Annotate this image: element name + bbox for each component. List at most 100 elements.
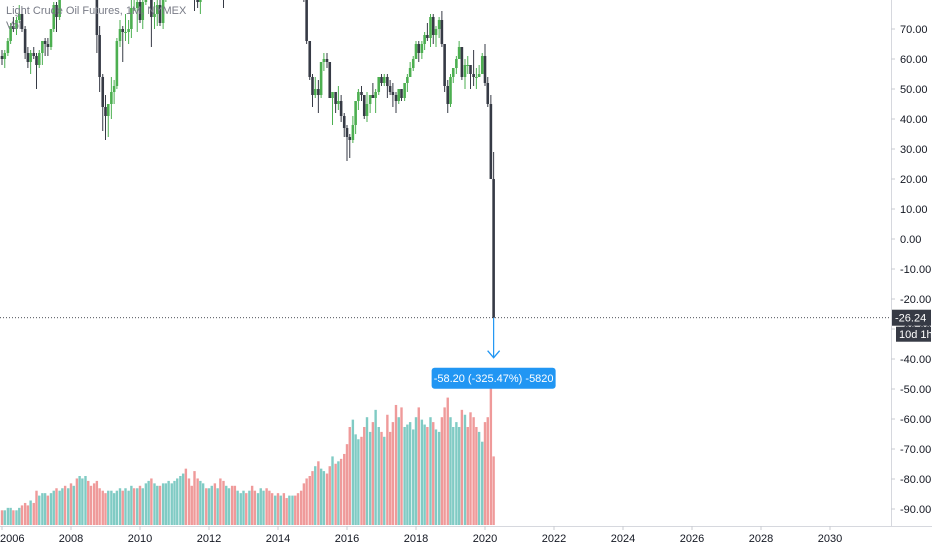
candle-body[interactable]: [20, 14, 24, 29]
candle-body[interactable]: [342, 116, 346, 128]
candle-body[interactable]: [492, 179, 495, 318]
candle-body[interactable]: [337, 101, 340, 104]
candle-body[interactable]: [9, 26, 12, 41]
candle-body[interactable]: [339, 101, 343, 116]
candle-body[interactable]: [382, 77, 386, 83]
candle-body[interactable]: [325, 59, 329, 62]
candle-body[interactable]: [420, 44, 424, 53]
candle-body[interactable]: [308, 41, 312, 77]
candle-body[interactable]: [480, 56, 484, 74]
candle-body[interactable]: [319, 62, 323, 95]
candle-body[interactable]: [17, 14, 21, 20]
candle-body[interactable]: [449, 77, 452, 104]
candle-body[interactable]: [451, 68, 455, 77]
candle-body[interactable]: [348, 137, 352, 140]
candle-body[interactable]: [98, 35, 101, 77]
time-axis[interactable]: [0, 526, 932, 550]
candle-body[interactable]: [322, 59, 326, 62]
price-axis[interactable]: [891, 0, 932, 526]
candle-body[interactable]: [313, 89, 317, 95]
candle-body[interactable]: [311, 77, 314, 95]
candle-body[interactable]: [49, 29, 53, 47]
candle-body[interactable]: [386, 77, 389, 86]
candle-body[interactable]: [132, 8, 136, 9]
candle-body[interactable]: [6, 41, 10, 53]
candle-body[interactable]: [431, 17, 435, 35]
candle-body[interactable]: [365, 104, 369, 116]
candle-body[interactable]: [477, 74, 481, 77]
candle-body[interactable]: [58, 0, 61, 17]
candle-body[interactable]: [368, 95, 372, 104]
candle-body[interactable]: [334, 92, 337, 104]
candle-body[interactable]: [446, 86, 450, 104]
candle-body[interactable]: [23, 29, 27, 53]
candle-body[interactable]: [466, 65, 470, 66]
candle-body[interactable]: [46, 44, 50, 47]
candle-body[interactable]: [331, 92, 334, 98]
candle-body[interactable]: [135, 2, 139, 8]
candle-body[interactable]: [124, 32, 127, 33]
candle-body[interactable]: [408, 68, 412, 77]
candle-body[interactable]: [150, 0, 153, 17]
candle-body[interactable]: [110, 92, 113, 104]
candle-body[interactable]: [440, 20, 444, 44]
candle-body[interactable]: [121, 29, 125, 32]
candle-body[interactable]: [377, 77, 381, 92]
candle-body[interactable]: [35, 56, 38, 65]
candle-body[interactable]: [374, 92, 377, 98]
candle-body[interactable]: [161, 0, 165, 23]
candle-body[interactable]: [469, 65, 472, 74]
candle-body[interactable]: [362, 95, 366, 116]
candle-body[interactable]: [196, 0, 199, 2]
candle-body[interactable]: [345, 128, 349, 137]
candle-body[interactable]: [127, 29, 130, 32]
candle-body[interactable]: [400, 89, 403, 98]
candle-body[interactable]: [95, 0, 99, 35]
candle-body[interactable]: [158, 5, 162, 23]
candle-body[interactable]: [37, 53, 41, 65]
candle-body[interactable]: [394, 95, 398, 101]
candle-body[interactable]: [457, 47, 461, 59]
candle-body[interactable]: [15, 20, 18, 29]
candle-body[interactable]: [32, 53, 36, 56]
candle-body[interactable]: [55, 5, 58, 17]
candle-body[interactable]: [486, 83, 490, 104]
candle-body[interactable]: [3, 53, 7, 59]
candle-body[interactable]: [429, 17, 432, 38]
candle-body[interactable]: [414, 44, 418, 59]
candle-body[interactable]: [138, 2, 142, 20]
candle-body[interactable]: [101, 77, 105, 107]
candle-body[interactable]: [426, 35, 429, 38]
candle-body[interactable]: [52, 5, 56, 29]
candle-body[interactable]: [328, 62, 332, 98]
measure-badge[interactable]: [431, 367, 556, 389]
candle-body[interactable]: [388, 86, 392, 92]
candle-body[interactable]: [43, 41, 47, 44]
candle-body[interactable]: [41, 41, 44, 53]
candle-body[interactable]: [115, 41, 119, 86]
candle-body[interactable]: [455, 59, 458, 68]
candle-body[interactable]: [104, 107, 107, 116]
candle-body[interactable]: [144, 0, 148, 2]
candle-body[interactable]: [489, 104, 493, 179]
candle-body[interactable]: [357, 92, 360, 101]
candle-body[interactable]: [391, 92, 395, 95]
candle-body[interactable]: [371, 95, 375, 98]
candle-body[interactable]: [12, 26, 15, 29]
candle-body[interactable]: [112, 86, 116, 92]
candle-body[interactable]: [29, 53, 32, 62]
candle-body[interactable]: [26, 53, 30, 62]
candle-body[interactable]: [380, 77, 383, 83]
candle-body[interactable]: [317, 89, 320, 95]
candle-body[interactable]: [460, 47, 464, 77]
candle-body[interactable]: [437, 20, 441, 29]
candle-body[interactable]: [483, 56, 487, 83]
candle-body[interactable]: [397, 89, 401, 101]
candle-body[interactable]: [351, 125, 355, 140]
candle-body[interactable]: [199, 0, 202, 2]
symbol-title[interactable]: Light Crude Oil Futures, 1M, NYMEX: [6, 5, 187, 17]
candle-body[interactable]: [118, 29, 122, 41]
candle-body[interactable]: [472, 74, 475, 77]
candle-body[interactable]: [434, 29, 438, 35]
candle-body[interactable]: [406, 77, 409, 83]
